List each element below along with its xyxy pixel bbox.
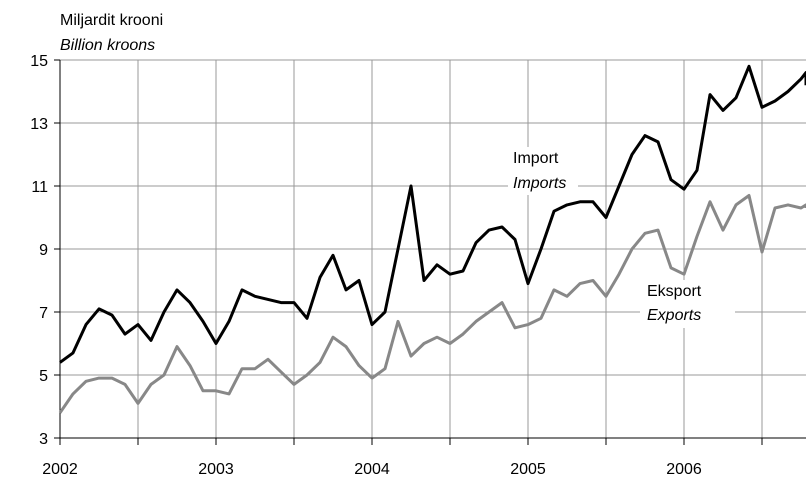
x-tick-label: 2004 [354,461,390,478]
import-annotation-label-en: Imports [513,175,566,192]
export-label-bg [640,280,735,328]
x-tick-label: 2006 [666,461,702,478]
series-line-export [58,194,806,414]
export-annotation-label: Eksport [647,283,702,300]
y-axis: 3 5 7 9 11 13 15 [30,53,61,448]
x-tick-label: 2003 [198,461,234,478]
y-tick-label: 9 [39,242,48,259]
y-tick-label: 7 [39,305,48,322]
y-tick-label: 13 [30,116,48,133]
y-tick-label: 15 [30,53,48,70]
y-tick-label: 5 [39,368,48,385]
x-axis: 2002 2003 2004 2005 2006 [42,437,806,478]
y-axis-label-en: Billion kroons [60,37,155,54]
series-line-import [59,64,806,364]
y-tick-label: 3 [39,431,48,448]
import-label-bg [508,147,578,195]
import-annotation-label: Import [513,150,559,167]
x-tick-label: 2002 [42,461,78,478]
grid [60,59,806,438]
y-axis-label-et: Miljardit krooni [60,12,163,29]
x-tick-label: 2005 [510,461,546,478]
export-annotation-label-en: Exports [647,307,701,324]
y-tick-label: 11 [31,179,48,196]
